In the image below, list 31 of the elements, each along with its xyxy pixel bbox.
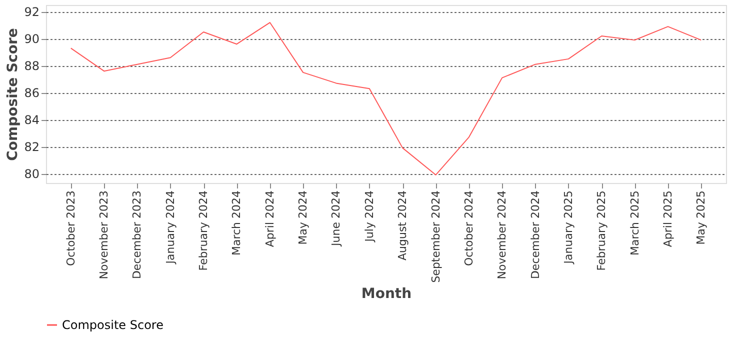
x-tick-label: November 2023 xyxy=(98,190,111,280)
x-tick-label: March 2025 xyxy=(628,190,642,256)
x-tick-label: December 2024 xyxy=(528,190,542,280)
x-tick-label: May 2025 xyxy=(694,190,708,245)
x-tick-label: June 2024 xyxy=(330,190,343,247)
x-tick-label: December 2023 xyxy=(130,190,144,280)
x-tick-label: January 2025 xyxy=(562,190,575,265)
x-tick-label: March 2024 xyxy=(230,190,244,256)
x-tick-label: August 2024 xyxy=(396,190,410,260)
x-tick-label: January 2024 xyxy=(164,190,177,265)
y-tick-label: 80 xyxy=(24,167,40,182)
x-tick-label: February 2025 xyxy=(595,190,608,271)
y-tick-label: 86 xyxy=(24,86,40,100)
x-tick-label: May 2024 xyxy=(296,190,310,245)
y-tick-label: 84 xyxy=(24,113,40,128)
line-series xyxy=(70,22,702,176)
y-tick-label: 82 xyxy=(24,140,40,154)
x-tick-label: July 2024 xyxy=(362,190,376,243)
y-tick-label: 88 xyxy=(24,59,40,74)
y-axis-title: Composite Score xyxy=(5,28,22,161)
x-tick-label: October 2023 xyxy=(64,190,78,266)
x-tick-label: February 2024 xyxy=(197,190,210,271)
x-tick-label: April 2025 xyxy=(661,190,674,248)
x-tick-label: September 2024 xyxy=(429,190,442,283)
x-tick-label: November 2024 xyxy=(496,190,509,280)
y-tick-label: 92 xyxy=(24,5,40,20)
x-tick-label: October 2024 xyxy=(462,190,476,266)
x-tick-label: April 2024 xyxy=(263,190,276,248)
legend-label: Composite Score xyxy=(62,318,164,332)
x-axis-title: Month xyxy=(361,286,412,302)
y-tick-label: 90 xyxy=(24,32,40,46)
